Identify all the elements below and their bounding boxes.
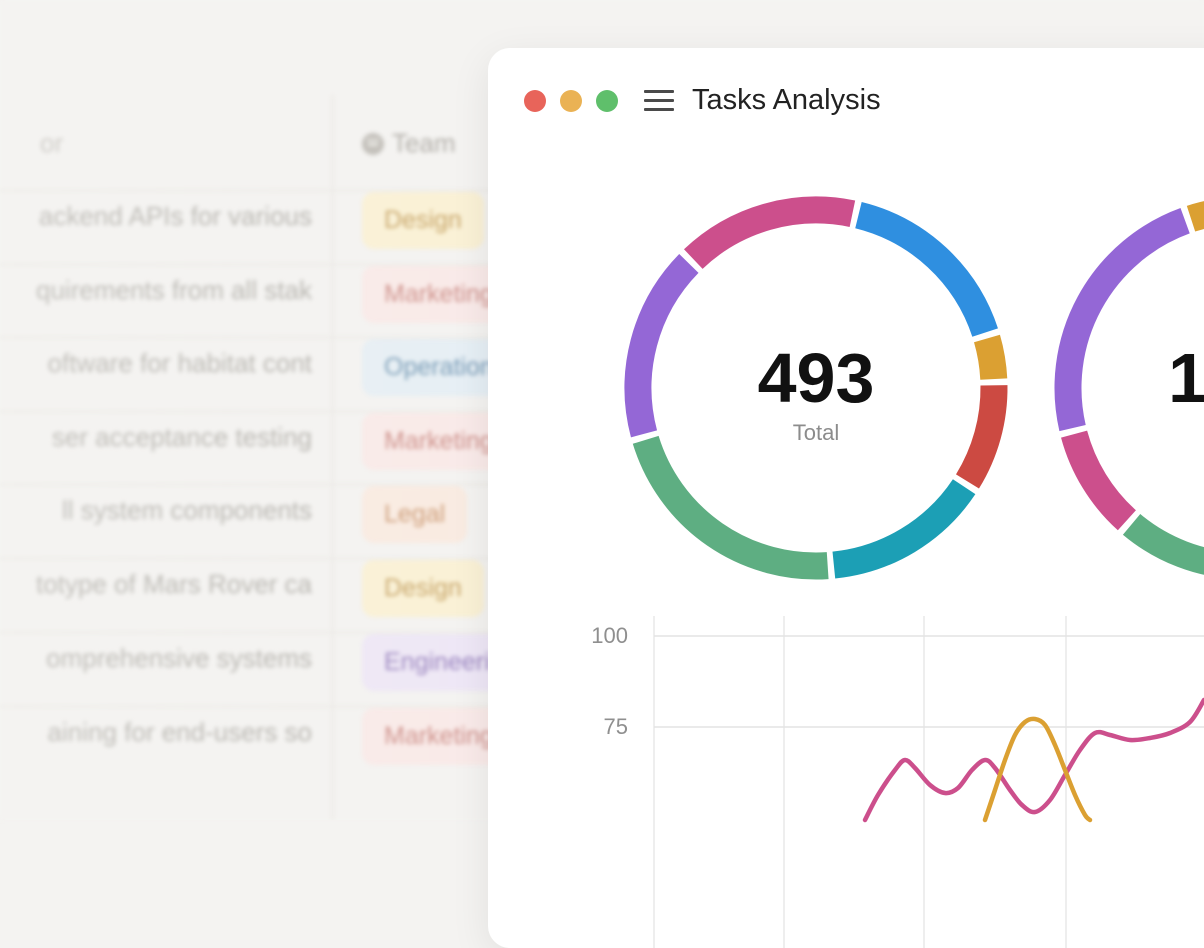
svg-text:Total: Total — [793, 420, 839, 445]
svg-text:75: 75 — [604, 714, 628, 739]
svg-text:493: 493 — [758, 339, 875, 417]
svg-text:1489: 1489 — [1168, 339, 1204, 417]
svg-text:100: 100 — [591, 623, 628, 648]
